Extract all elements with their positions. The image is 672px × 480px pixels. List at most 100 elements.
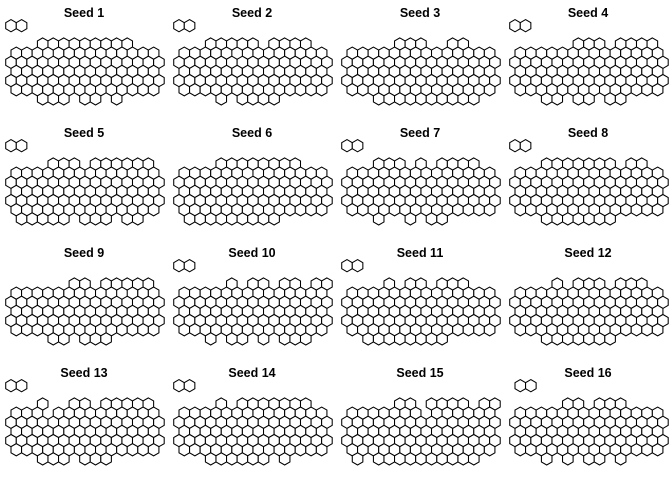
hex-cell: [583, 332, 595, 346]
hex-cell: [630, 323, 643, 337]
hex-cell: [247, 452, 259, 466]
hex-cell: [268, 92, 280, 106]
hex-cell: [562, 452, 574, 466]
hex-cell: [519, 138, 532, 153]
hex-cell: [173, 18, 185, 33]
hex-cell: [457, 92, 470, 106]
hex-lattice: [173, 157, 333, 226]
hex-cell: [641, 83, 653, 97]
hex-lattice: [5, 378, 165, 466]
hex-cell: [641, 323, 653, 337]
hex-cell: [21, 443, 33, 457]
hex-cell: [189, 83, 201, 97]
hex-cell: [572, 212, 585, 226]
hex-lattice: [509, 138, 669, 226]
hex-cell: [514, 203, 527, 217]
hex-lattice: [5, 277, 165, 346]
hex-cell: [457, 452, 470, 466]
hex-cell: [620, 203, 632, 217]
seed-panel: Seed 16: [504, 360, 672, 480]
hex-cell: [121, 212, 134, 226]
hex-cell: [351, 258, 364, 273]
hex-cell: [183, 18, 196, 33]
hex-cell: [351, 138, 364, 153]
seed-panel: Seed 2: [168, 0, 336, 120]
hex-cell: [189, 443, 201, 457]
hex-cell: [257, 452, 270, 466]
hex-cell: [346, 203, 359, 217]
hex-cell: [436, 332, 448, 346]
hex-cell: [79, 452, 91, 466]
hex-cell: [110, 92, 123, 106]
hex-cell: [199, 83, 212, 97]
hex-cell: [362, 332, 374, 346]
hex-cell: [346, 323, 359, 337]
hex-cell: [593, 452, 606, 466]
hex-cell: [425, 452, 438, 466]
hex-cell: [100, 212, 112, 226]
hex-cell: [562, 332, 574, 346]
hex-cell: [89, 92, 102, 106]
hex-cell: [446, 452, 459, 466]
hex-cell: [26, 212, 38, 226]
hex-cell: [183, 212, 196, 226]
hex-cell: [315, 323, 328, 337]
hex-cell: [10, 83, 23, 97]
hex-cell: [194, 212, 206, 226]
hex-cell: [604, 332, 616, 346]
hex-cell: [540, 92, 553, 106]
hex-lattice: [341, 397, 501, 466]
hex-cell: [21, 323, 33, 337]
hex-cell: [651, 323, 664, 337]
panel-title: Seed 7: [399, 126, 441, 140]
hex-cell: [58, 452, 70, 466]
hex-cell: [394, 452, 406, 466]
panel-title: Seed 15: [396, 366, 444, 380]
hex-cell: [100, 452, 112, 466]
hex-cell: [236, 332, 249, 346]
hex-cell: [79, 212, 91, 226]
hex-cell: [483, 83, 496, 97]
hex-cell: [10, 443, 23, 457]
hex-cell: [630, 83, 643, 97]
hex-cell: [236, 212, 249, 226]
hex-cell: [294, 83, 307, 97]
hex-cell: [147, 443, 160, 457]
hex-cell: [551, 332, 564, 346]
hex-cell: [236, 92, 249, 106]
seed-panel: Seed 7: [336, 120, 504, 240]
hex-cell: [572, 92, 585, 106]
hex-cell: [525, 443, 537, 457]
hex-cell: [178, 323, 191, 337]
hex-cell: [415, 92, 427, 106]
hex-cell: [614, 452, 627, 466]
hex-cell: [36, 452, 49, 466]
hex-cell: [483, 323, 496, 337]
hex-cell: [21, 83, 33, 97]
hex-cell: [525, 83, 537, 97]
hex-cell: [404, 212, 417, 226]
hex-cell: [289, 332, 302, 346]
hex-cell: [483, 203, 496, 217]
panel-title: Seed 13: [60, 366, 108, 380]
hex-cell: [583, 212, 595, 226]
hex-cell: [215, 212, 228, 226]
panel-title: Seed 9: [63, 246, 105, 260]
hex-lattice: [5, 138, 165, 226]
hex-cell: [404, 452, 417, 466]
hex-cell: [583, 92, 595, 106]
hex-cell: [473, 323, 485, 337]
panel-title: Seed 8: [567, 126, 609, 140]
panel-title: Seed 4: [567, 6, 609, 20]
hex-lattice: [509, 378, 669, 466]
panel-title: Seed 16: [564, 366, 612, 380]
hex-cell: [436, 92, 448, 106]
hex-cell: [305, 203, 317, 217]
hex-cell: [404, 92, 417, 106]
hex-cell: [383, 332, 396, 346]
hex-cell: [257, 332, 270, 346]
hex-cell: [315, 203, 328, 217]
hex-cell: [351, 452, 364, 466]
seed-panel: Seed 1: [0, 0, 168, 120]
